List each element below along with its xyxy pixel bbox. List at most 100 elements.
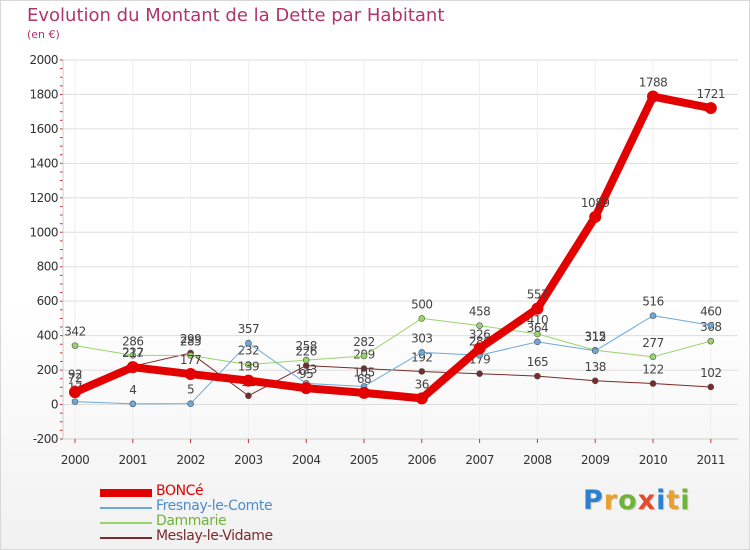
legend-label: Dammarie [156,513,227,529]
data-label: 460 [700,304,721,318]
logo-letter: x [637,485,657,516]
data-label: 1721 [697,87,726,101]
series-line [74,315,712,405]
data-point [704,102,717,115]
data-point [187,352,194,359]
x-tick-label: 2007 [465,453,494,467]
data-point [187,400,194,407]
y-tick-label: 1400 [29,156,58,170]
x-tick-label: 2009 [581,453,610,467]
legend-item: Meslay-le-Vidame [100,528,360,545]
data-point [71,398,79,405]
data-point [647,90,659,103]
chart-unit: (en €) [27,28,60,41]
logo-letter: r [603,485,619,516]
data-label: 68 [357,372,371,386]
data-label: 357 [238,322,259,336]
grid-lines [60,59,738,443]
data-point [300,382,313,395]
data-point [473,342,486,355]
series-fresnay-le-comte: 1745357123105303286364312516460 [68,295,722,408]
data-point [418,349,426,356]
y-tick-label: 800 [37,260,58,274]
data-point [476,370,483,378]
data-point [649,312,657,319]
x-tick-label: 2010 [639,453,668,467]
data-point [360,365,368,372]
proxiti-logo: Proxiti [583,485,691,516]
chart-title: Evolution du Montant de la Dette par Hab… [27,5,445,26]
data-label: 95 [299,367,313,381]
x-tick-label: 2001 [119,453,148,467]
data-point [589,210,602,223]
data-label: 516 [642,295,663,309]
data-label: 312 [584,330,605,344]
x-tick-label: 2000 [61,453,90,467]
x-tick-label: 2003 [234,453,263,467]
series-meslay-le-vidame: 9222229951226209192179165138122102 [68,332,722,400]
data-label: 138 [584,360,605,374]
data-label: 277 [642,336,663,350]
data-label: 1788 [639,76,668,90]
data-label: 315 [584,329,605,343]
y-tick-label: 1200 [29,191,58,205]
data-point [360,352,368,360]
legend-item: BONCé [100,483,360,500]
y-tick-label: 200 [37,363,58,377]
y-tick-label: 1600 [29,122,58,136]
y-tick-label: 600 [37,294,58,308]
data-point [649,353,657,361]
data-point [707,321,715,329]
legend-label: Fresnay-le-Comte [156,498,273,514]
logo-letter: t [666,485,681,516]
y-tick-label: 1000 [29,225,58,239]
data-point [534,338,541,346]
data-point [242,374,255,387]
data-point [534,330,541,338]
data-label: 299 [180,332,201,346]
legend-swatch [100,489,152,497]
data-point [245,361,252,368]
data-label: 303 [411,331,432,345]
data-point [129,400,137,408]
data-label: 286 [122,334,143,348]
data-label: 226 [295,345,316,359]
data-label: 326 [469,327,490,341]
x-tick-label: 2005 [350,453,379,467]
data-label: 5 [187,383,194,397]
legend-label: Meslay-le-Vidame [156,528,273,544]
x-tick-label: 2002 [176,453,205,467]
data-point [476,322,483,329]
series-bonc-: 72 217 177 139 95 68 36 326 557 1089 1788 1721 [68,76,726,405]
data-label: 177 [180,353,201,367]
x-tick-label: 2011 [697,453,726,467]
x-tick-label: 2004 [292,453,321,467]
legend-swatch [100,522,152,524]
data-point [71,342,79,349]
y-tick-label: -200 [33,432,58,446]
data-label: 458 [469,305,490,319]
data-label: 92 [68,368,82,382]
data-point [531,302,544,315]
data-point [69,386,81,399]
y-tick-label: 0 [51,398,58,412]
data-point [534,372,541,380]
legend-item: Dammarie [100,513,360,530]
x-tick-label: 2006 [408,453,437,467]
data-point [415,392,428,405]
logo-letter: P [583,485,604,516]
series-dammarie: 342286285232258282500458410315277368 [64,297,722,368]
data-label: 4 [129,383,136,397]
data-label: 123 [295,362,316,376]
data-label: 165 [527,355,548,369]
logo-letter: i [656,485,667,516]
legend-label: BONCé [156,483,204,499]
data-point [358,386,370,399]
data-point [245,339,252,347]
y-tick-label: 400 [37,329,58,343]
data-label: 285 [180,334,201,348]
data-label: 1089 [581,196,610,210]
data-point [126,361,139,374]
data-label: 192 [411,350,432,364]
data-label: 139 [238,360,259,374]
